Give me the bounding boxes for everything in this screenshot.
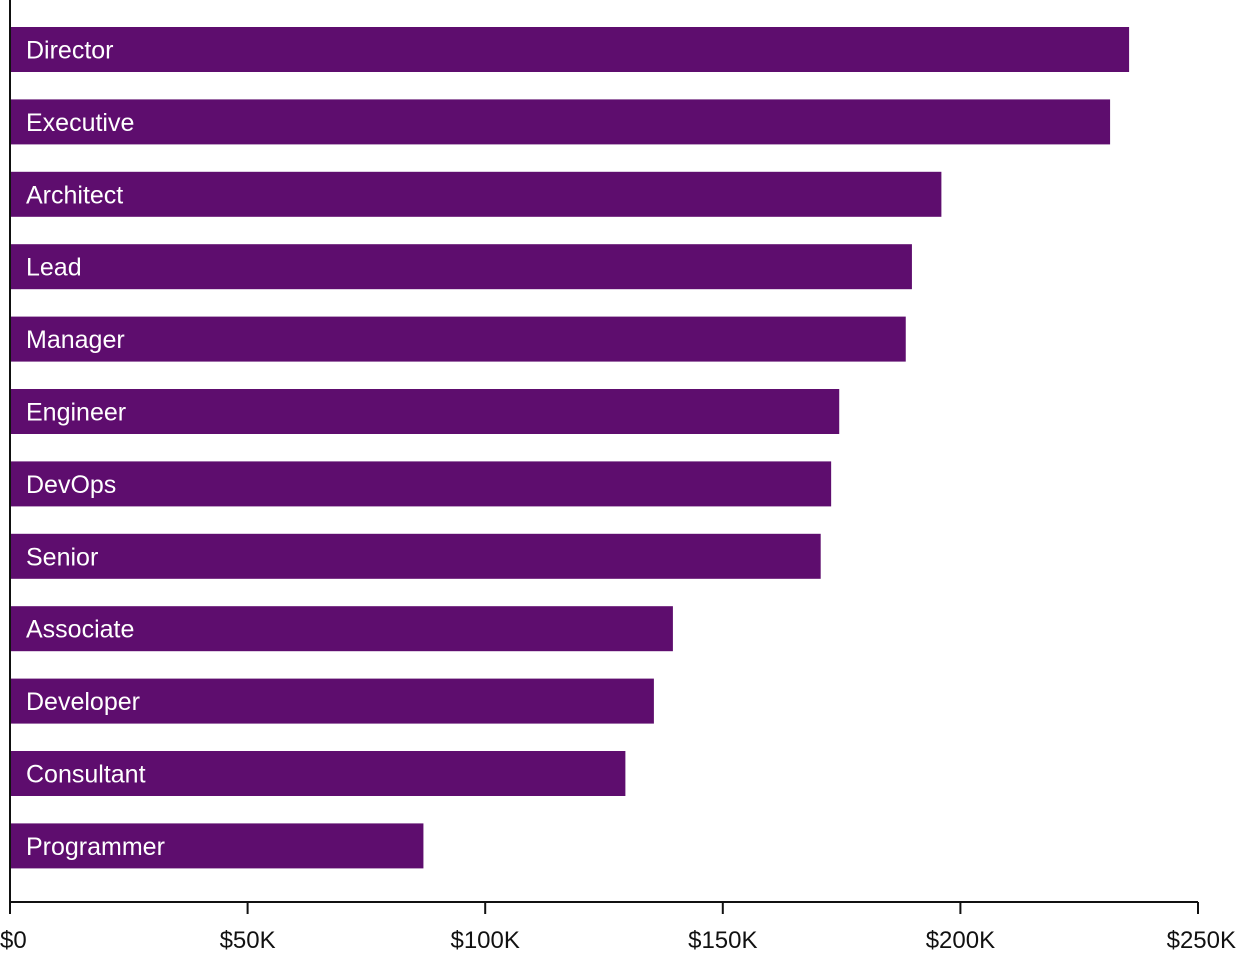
x-tick-label: $50K (220, 927, 276, 953)
x-tick-label: $150K (688, 927, 757, 953)
bar-programmer (10, 823, 424, 869)
bar-label-consultant: Consultant (26, 761, 146, 789)
bar-architect (10, 171, 942, 217)
bar-label-director: Director (26, 37, 114, 65)
bar-label-manager: Manager (26, 326, 125, 354)
bar-engineer (10, 389, 840, 434)
x-axis-ticks: $0 $50K $100K $150K $200K $250K (0, 902, 1236, 953)
bar-executive (10, 99, 1111, 145)
bar-label-architect: Architect (26, 181, 123, 209)
bar-label-executive: Executive (26, 109, 134, 137)
bar-label-programmer: Programmer (26, 833, 165, 861)
x-tick-label: $200K (926, 927, 995, 953)
x-tick-label: $100K (450, 927, 519, 953)
bar-lead (10, 244, 912, 290)
bar-developer (10, 678, 654, 724)
x-tick-label: $250K (1167, 927, 1236, 953)
bar-label-associate: Associate (26, 616, 134, 644)
bar-label-developer: Developer (26, 688, 140, 716)
bar-label-lead: Lead (26, 254, 82, 282)
bar-label-senior: Senior (26, 543, 98, 571)
bars-group (10, 27, 1130, 869)
bar-associate (10, 606, 673, 652)
bar-consultant (10, 751, 626, 796)
bar-labels-group: Director Executive Architect Lead Manager Eng… (26, 37, 165, 861)
x-tick-label: $0 (0, 927, 27, 953)
bar-label-engineer: Engineer (26, 399, 126, 427)
bar-director (10, 27, 1130, 72)
bar-devops (10, 461, 832, 507)
bar-senior (10, 533, 821, 579)
bar-manager (10, 316, 906, 362)
bar-label-devops: DevOps (26, 471, 116, 499)
